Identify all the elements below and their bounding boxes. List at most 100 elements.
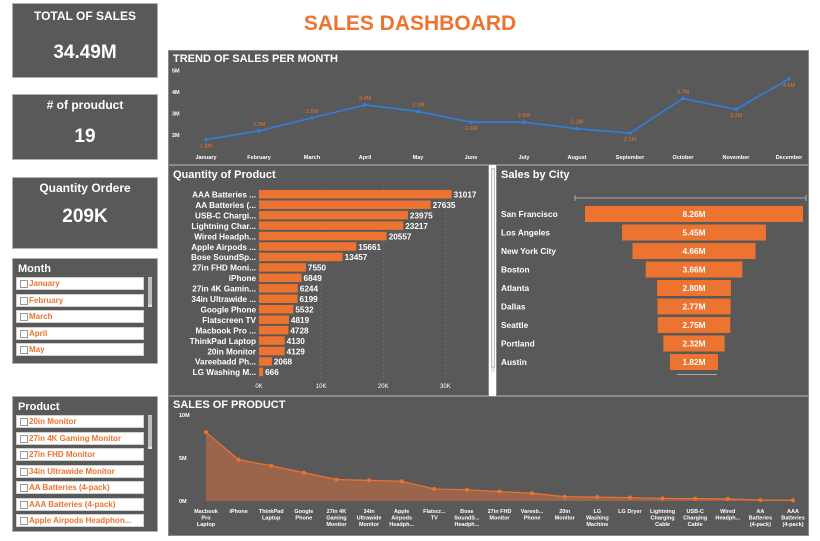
category-label: ThinkPad Laptop bbox=[190, 337, 256, 346]
sales-point bbox=[497, 489, 502, 494]
city-bar bbox=[669, 354, 719, 370]
x-tick-label: August bbox=[568, 155, 587, 161]
city-label: New York City bbox=[501, 246, 556, 256]
checkbox-icon[interactable] bbox=[20, 280, 28, 288]
x-tick-label: 30K bbox=[440, 384, 451, 390]
quantity-scrollbar[interactable] bbox=[491, 168, 495, 372]
x-tick-label: February bbox=[247, 155, 271, 161]
checkbox-icon[interactable] bbox=[20, 467, 28, 476]
x-tick-label: Lightning Charging Cable bbox=[650, 509, 675, 528]
bar-value-label: 666 bbox=[265, 368, 279, 377]
slicer-item[interactable]: April bbox=[16, 326, 144, 340]
checkbox-icon[interactable] bbox=[20, 418, 28, 426]
checkbox-icon[interactable] bbox=[20, 500, 28, 509]
trend-panel: TREND OF SALES PER MONTH 2M 3M 4M 5M 1.8M Jan… bbox=[168, 50, 809, 165]
bar-value-label: 27635 bbox=[433, 201, 456, 210]
quantity-bar bbox=[259, 357, 272, 366]
quantity-bar bbox=[259, 284, 298, 293]
x-tick-label: December bbox=[776, 155, 803, 161]
checkbox-icon[interactable] bbox=[20, 517, 28, 525]
city-label: Atlanta bbox=[501, 283, 530, 293]
quantity-panel: Quantity of Product 0K 10K 20K 30K AAA Batte… bbox=[168, 165, 489, 396]
checkbox-icon[interactable] bbox=[20, 434, 28, 443]
quantity-scroll-thumb[interactable] bbox=[491, 168, 495, 368]
trend-data-label: 3.1M bbox=[412, 102, 425, 108]
quantity-bar bbox=[259, 315, 289, 324]
kpi-product-count-label: # of prouduct bbox=[46, 98, 124, 112]
bar-value-label: 4728 bbox=[290, 326, 309, 335]
bar-value-label: 6849 bbox=[304, 274, 323, 283]
city-value-label: 2.32M bbox=[682, 339, 705, 349]
city-title: Sales by City bbox=[501, 169, 570, 181]
x-tick-label: September bbox=[616, 155, 645, 161]
x-tick-label: Wired Headph... bbox=[715, 509, 740, 522]
trend-point bbox=[310, 116, 314, 120]
slicer-item[interactable]: 20in Monitor bbox=[16, 415, 144, 428]
product-sales-chart: 0M 5M 10M Macbook Pro Laptop iPhone ThinkPad Lap… bbox=[179, 413, 805, 528]
x-tick-label: LG Dryer bbox=[618, 509, 642, 515]
quantity-bar bbox=[259, 273, 302, 283]
checkbox-icon[interactable] bbox=[20, 451, 28, 459]
bar-value-label: 23975 bbox=[410, 211, 433, 220]
slicer-item[interactable]: May bbox=[16, 343, 144, 356]
trend-data-label: 3.4M bbox=[359, 96, 372, 102]
trend-point bbox=[575, 126, 579, 131]
slicer-item[interactable]: 34in Ultrawide Monitor bbox=[16, 464, 144, 478]
sales-area bbox=[206, 432, 793, 501]
category-label: 20in Monitor bbox=[207, 347, 256, 356]
city-bar bbox=[645, 261, 743, 278]
city-bar bbox=[657, 280, 731, 296]
slicer-item[interactable]: AA Batteries (4-pack) bbox=[16, 481, 144, 494]
product-slicer-scrollbar[interactable] bbox=[148, 415, 152, 449]
category-label: Macbook Pro ... bbox=[195, 326, 256, 335]
slicer-item[interactable]: 27in FHD Monitor bbox=[16, 448, 144, 461]
slicer-item[interactable]: AAA Batteries (4-pack) bbox=[16, 497, 144, 511]
trend-point bbox=[734, 107, 738, 112]
month-slicer-title: Month bbox=[18, 263, 51, 275]
x-tick-label: July bbox=[518, 155, 530, 161]
category-label: AA Batteries (... bbox=[195, 201, 256, 210]
product-slicer-scroll-thumb[interactable] bbox=[148, 415, 152, 447]
category-label: 34in Ultrawide ... bbox=[191, 295, 256, 304]
product-slicer: Product 20in Monitor 27in 4K Gaming Monit… bbox=[12, 396, 158, 532]
checkbox-icon[interactable] bbox=[20, 346, 28, 354]
trend-point bbox=[416, 109, 420, 114]
quantity-bar bbox=[259, 242, 357, 251]
checkbox-icon[interactable] bbox=[20, 329, 28, 338]
city-bar bbox=[632, 243, 756, 259]
city-value-label: 2.75M bbox=[682, 320, 705, 330]
trend-data-label: 2.2M bbox=[253, 122, 266, 128]
trend-title: TREND OF SALES PER MONTH bbox=[173, 53, 339, 65]
sales-point bbox=[269, 463, 274, 468]
city-label: Boston bbox=[501, 265, 530, 275]
bar-value-label: 4130 bbox=[287, 337, 306, 346]
sales-point bbox=[530, 491, 535, 496]
trend-chart: 2M 3M 4M 5M 1.8M January 2.2M February 2.8M March… bbox=[172, 68, 803, 161]
slicer-item-label: Apple Airpods Headphon... bbox=[29, 516, 132, 525]
month-slicer-scroll-thumb[interactable] bbox=[148, 277, 152, 305]
city-value-label: 2.80M bbox=[682, 283, 705, 293]
x-tick-label: 20in Monitor bbox=[555, 509, 576, 522]
city-bar bbox=[657, 298, 731, 315]
trend-point bbox=[522, 120, 526, 125]
kpi-total-sales-value: 34.49M bbox=[53, 42, 117, 63]
x-tick-label: Flatscr... TV bbox=[423, 509, 446, 522]
trend-point bbox=[628, 131, 632, 135]
product-sales-title: SALES OF PRODUCT bbox=[173, 399, 286, 411]
slicer-item[interactable]: March bbox=[16, 310, 144, 323]
slicer-item[interactable]: Apple Airpods Headphon... bbox=[16, 514, 144, 527]
category-label: Vareebadd Ph... bbox=[195, 358, 256, 367]
city-value-label: 8.26M bbox=[682, 209, 705, 219]
checkbox-icon[interactable] bbox=[20, 313, 28, 321]
slicer-item[interactable]: January bbox=[16, 277, 144, 290]
city-panel: Sales by City San Francisco 8.26M Los Ange… bbox=[496, 165, 809, 396]
x-tick-label: 20K bbox=[378, 384, 389, 390]
slicer-item[interactable]: 27in 4K Gaming Monitor bbox=[16, 431, 144, 445]
month-slicer-scrollbar[interactable] bbox=[148, 277, 152, 307]
slicer-item[interactable]: February bbox=[16, 293, 144, 307]
checkbox-icon[interactable] bbox=[20, 296, 28, 305]
sales-point bbox=[562, 494, 567, 499]
city-label: Los Angeles bbox=[501, 228, 550, 238]
checkbox-icon[interactable] bbox=[20, 484, 28, 492]
category-label: Google Phone bbox=[201, 305, 257, 314]
